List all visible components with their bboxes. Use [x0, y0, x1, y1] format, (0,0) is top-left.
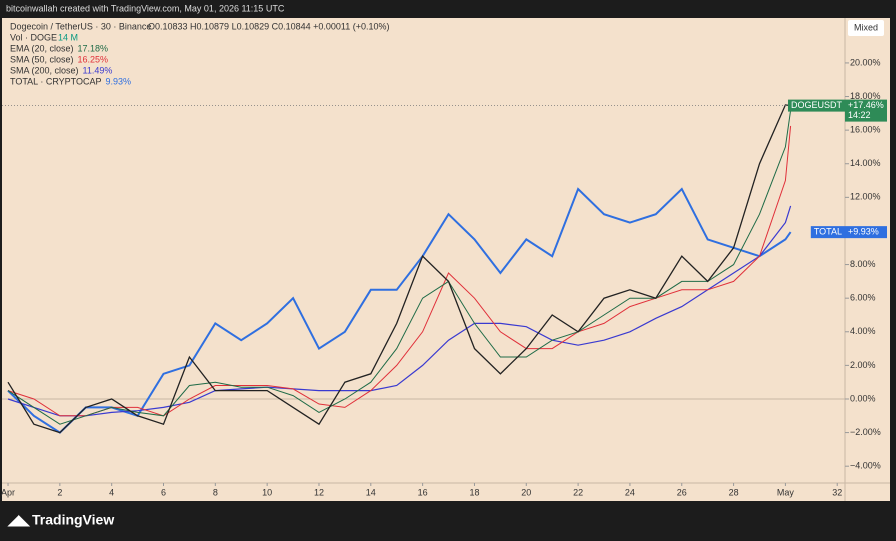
y-tick-label: 14.00%	[850, 158, 881, 168]
scale-button-label[interactable]: Mixed	[854, 22, 878, 32]
y-tick-label: −2.00%	[850, 427, 881, 437]
legend-value: 9.93%	[106, 76, 132, 86]
y-tick-label: 2.00%	[850, 360, 876, 370]
x-tick-label: Apr	[1, 487, 15, 497]
legend-value: 17.18%	[78, 43, 109, 53]
tag-value: +9.93%	[848, 227, 879, 237]
legend-volume: Vol · DOGE	[10, 32, 57, 42]
tag-value-box	[845, 226, 887, 239]
legend-name: TOTAL · CRYPTOCAP	[10, 76, 102, 86]
legend-volume-value: 14 M	[58, 32, 78, 42]
x-tick-label: 6	[161, 487, 166, 497]
tag-value-box	[845, 99, 887, 122]
y-tick-label: 16.00%	[850, 125, 881, 135]
x-tick-label: 26	[677, 487, 687, 497]
logo: ◢◣	[7, 512, 31, 528]
series-line	[7, 125, 792, 417]
x-tick-label: 18	[469, 487, 479, 497]
x-tick-label: 4	[109, 487, 114, 497]
series-line	[7, 104, 791, 434]
x-tick-label: 10	[262, 487, 272, 497]
tag-value: +17.46%	[848, 100, 884, 110]
tag-name-box	[810, 226, 845, 239]
legend-name: EMA (20, close)	[10, 43, 74, 53]
x-tick-label: 28	[729, 487, 739, 497]
legend-value: 11.49%	[83, 65, 113, 75]
series-line	[7, 205, 792, 417]
y-tick-label: 0.00%	[850, 393, 876, 403]
y-tick-label: 12.00%	[850, 192, 881, 202]
x-tick-label: 32	[832, 487, 842, 497]
y-tick-label: −4.00%	[850, 461, 881, 471]
x-tick-label: May	[777, 487, 795, 497]
y-tick-label: 20.00%	[850, 57, 881, 67]
legend-name: SMA (200, close)	[10, 65, 79, 75]
y-tick-label: 4.00%	[850, 326, 876, 336]
caption: bitcoinwallah created with TradingView.c…	[6, 3, 285, 13]
x-tick-label: 24	[625, 487, 635, 497]
legend-value: 16.25%	[78, 54, 109, 64]
legend-ohlc: O0.10833 H0.10879 L0.10829 C0.10844 +0.0…	[148, 21, 390, 31]
x-tick-label: 16	[418, 487, 428, 497]
tag-name-box	[787, 99, 845, 112]
tag-name: TOTAL	[814, 227, 842, 237]
series-line	[7, 110, 792, 425]
x-tick-label: 2	[57, 487, 62, 497]
y-tick-label: 8.00%	[850, 259, 876, 269]
y-tick-label: 18.00%	[850, 91, 881, 101]
tag-time: 14:22	[848, 110, 871, 120]
x-tick-label: 14	[366, 487, 376, 497]
x-tick-label: 20	[521, 487, 531, 497]
x-tick-label: 8	[213, 487, 218, 497]
tag-name: DOGEUSDT	[791, 100, 843, 110]
x-tick-label: 12	[314, 487, 324, 497]
y-tick-label: 6.00%	[850, 293, 876, 303]
legend-symbol: Dogecoin / TetherUS · 30 · Binance	[10, 21, 151, 31]
x-tick-label: 22	[573, 487, 583, 497]
scale-button[interactable]	[848, 20, 884, 36]
legend-name: SMA (50, close)	[10, 54, 74, 64]
logo-text: TradingView	[32, 512, 114, 528]
